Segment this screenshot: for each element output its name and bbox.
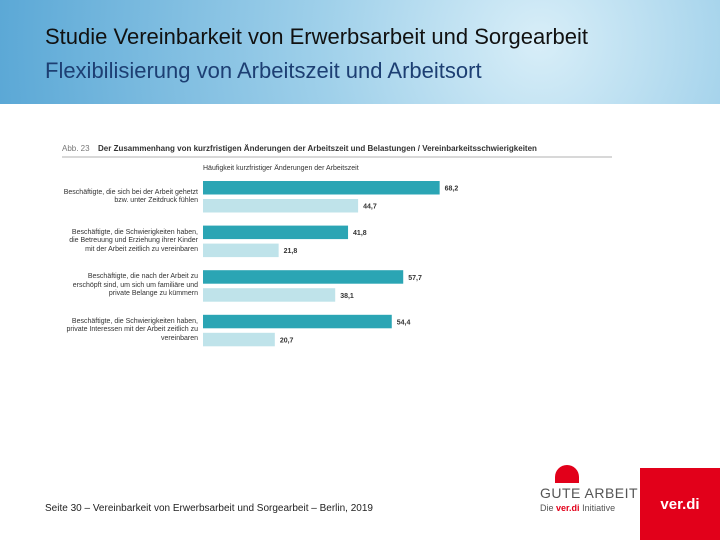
category-label: Beschäftigte, die sich bei der Arbeit ge… — [63, 188, 198, 205]
chart-subtitle: Häufigkeit kurzfristiger Änderungen der … — [203, 164, 359, 172]
value-label: 44,7 — [363, 204, 377, 211]
value-label: 68,2 — [445, 186, 459, 193]
logo-mark — [555, 465, 579, 483]
category-label: Beschäftigte, die Schwierigkeiten haben,… — [69, 228, 198, 253]
category-label: Beschäftigte, die Schwierigkeiten haben,… — [66, 317, 198, 342]
bar — [203, 243, 279, 258]
slide-title: Studie Vereinbarkeit von Erwerbsarbeit u… — [45, 24, 588, 49]
bar — [203, 181, 440, 195]
value-label: 21,8 — [284, 248, 298, 255]
bar — [203, 199, 359, 213]
figure-label: Abb. 23 — [62, 144, 90, 153]
value-label: 54,4 — [397, 319, 411, 326]
value-label: 57,7 — [408, 275, 422, 282]
header: Studie Vereinbarkeit von Erwerbsarbeit u… — [0, 0, 720, 104]
badge: ver.di — [640, 468, 720, 540]
logo-title: GUTE ARBEIT — [540, 485, 639, 501]
logo-suffix: Initiative — [582, 503, 616, 513]
bar — [203, 332, 275, 347]
bar — [203, 288, 336, 302]
bar — [203, 314, 392, 329]
bar — [203, 270, 404, 284]
category-label: Beschäftigte, die nach der Arbeit zu ers… — [72, 273, 198, 298]
value-label: 41,8 — [353, 230, 367, 237]
logo-prefix: Die — [540, 503, 554, 513]
value-label: 20,7 — [280, 337, 294, 344]
bar — [203, 225, 349, 240]
chart-title: Der Zusammenhang von kurzfristigen Änder… — [98, 144, 537, 153]
logo-line: Die ver.di Initiative — [540, 503, 615, 513]
logo-brand: ver.di — [556, 503, 580, 513]
slide-subtitle: Flexibilisierung von Arbeitszeit und Arb… — [45, 58, 482, 83]
value-label: 38,1 — [340, 293, 354, 300]
footer-text: Seite 30 – Vereinbarkeit von Erwerbsarbe… — [45, 503, 373, 514]
